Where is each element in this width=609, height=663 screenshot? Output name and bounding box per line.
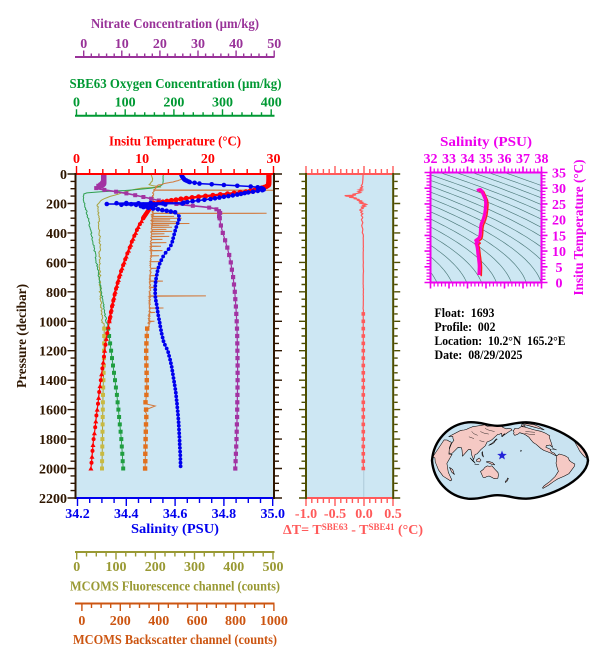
svg-text:Insitu Temperature (°C): Insitu Temperature (°C): [572, 159, 587, 295]
svg-text:100: 100: [115, 96, 136, 111]
svg-text:Insitu Temperature (°C): Insitu Temperature (°C): [109, 135, 241, 150]
svg-text:Float: 1693: Float: 1693: [435, 305, 495, 320]
svg-text:36: 36: [498, 152, 512, 167]
svg-text:Profile: 002: Profile: 002: [435, 319, 496, 334]
svg-text:1600: 1600: [39, 404, 67, 419]
svg-text:10: 10: [135, 152, 149, 167]
svg-text:ΔT= TSBE63 - TSBE41 (°C): ΔT= TSBE63 - TSBE41 (°C): [283, 522, 423, 538]
svg-text:200: 200: [163, 96, 184, 111]
svg-text:400: 400: [46, 227, 67, 242]
svg-text:34.4: 34.4: [114, 507, 139, 522]
svg-text:200: 200: [145, 560, 166, 575]
svg-text:20: 20: [201, 152, 215, 167]
svg-text:33: 33: [442, 152, 456, 167]
svg-text:400: 400: [261, 96, 282, 111]
svg-text:1000: 1000: [260, 614, 288, 629]
svg-text:MCOMS Fluorescence channel (co: MCOMS Fluorescence channel (counts): [70, 580, 280, 595]
svg-text:Location: 10.2°N 165.2°E: Location: 10.2°N 165.2°E: [435, 333, 566, 348]
svg-text:800: 800: [46, 286, 67, 301]
svg-text:MCOMS Backscatter channel (cou: MCOMS Backscatter channel (counts): [73, 633, 277, 648]
svg-text:1800: 1800: [39, 433, 67, 448]
svg-text:35.0: 35.0: [260, 507, 285, 522]
svg-text:0: 0: [78, 614, 85, 629]
svg-text:34.6: 34.6: [163, 507, 188, 522]
svg-text:0: 0: [73, 152, 80, 167]
svg-text:35: 35: [552, 167, 566, 182]
svg-text:400: 400: [223, 560, 244, 575]
svg-text:30: 30: [267, 152, 281, 167]
svg-text:300: 300: [212, 96, 233, 111]
svg-text:20: 20: [552, 214, 566, 229]
svg-text:30: 30: [191, 37, 205, 52]
svg-text:37: 37: [516, 152, 530, 167]
svg-text:200: 200: [110, 614, 131, 629]
svg-text:20: 20: [153, 37, 167, 52]
svg-text:2000: 2000: [39, 463, 67, 478]
svg-text:1400: 1400: [39, 374, 67, 389]
svg-text:400: 400: [148, 614, 169, 629]
svg-text:Nitrate Concentration (µm/kg): Nitrate Concentration (µm/kg): [91, 17, 259, 32]
svg-text:Date: 08/29/2025: Date: 08/29/2025: [435, 347, 523, 362]
svg-text:600: 600: [187, 614, 208, 629]
svg-text:Pressure (decibar): Pressure (decibar): [15, 284, 30, 388]
svg-text:10: 10: [552, 245, 566, 260]
svg-text:SBE63 Oxygen Concentration (µm: SBE63 Oxygen Concentration (µm/kg): [70, 77, 282, 92]
svg-text:5: 5: [556, 261, 563, 276]
svg-text:15: 15: [552, 229, 566, 244]
svg-text:500: 500: [263, 560, 284, 575]
svg-text:1200: 1200: [39, 345, 67, 360]
svg-text:50: 50: [267, 37, 281, 52]
svg-text:800: 800: [225, 614, 246, 629]
svg-text:34.2: 34.2: [65, 507, 90, 522]
svg-text:34.8: 34.8: [212, 507, 237, 522]
svg-text:0.0: 0.0: [355, 507, 373, 522]
svg-text:0: 0: [60, 168, 67, 183]
svg-text:0.5: 0.5: [384, 507, 402, 522]
svg-text:0: 0: [73, 96, 80, 111]
svg-text:Salinity (PSU): Salinity (PSU): [131, 522, 219, 537]
svg-text:25: 25: [552, 198, 566, 213]
svg-text:40: 40: [229, 37, 243, 52]
svg-text:30: 30: [552, 182, 566, 197]
svg-text:32: 32: [424, 152, 438, 167]
svg-text:Salinity (PSU): Salinity (PSU): [440, 135, 532, 150]
svg-text:100: 100: [105, 560, 126, 575]
svg-text:1000: 1000: [39, 315, 67, 330]
svg-text:200: 200: [46, 197, 67, 212]
svg-text:600: 600: [46, 256, 67, 271]
svg-text:34: 34: [461, 152, 475, 167]
svg-text:-0.5: -0.5: [324, 507, 346, 522]
svg-text:38: 38: [535, 152, 549, 167]
svg-text:-1.0: -1.0: [295, 507, 317, 522]
svg-text:0: 0: [556, 277, 563, 292]
svg-text:2200: 2200: [39, 492, 67, 507]
svg-text:35: 35: [479, 152, 493, 167]
svg-text:0: 0: [73, 560, 80, 575]
svg-text:0: 0: [80, 37, 87, 52]
svg-text:10: 10: [115, 37, 129, 52]
svg-text:300: 300: [184, 560, 205, 575]
